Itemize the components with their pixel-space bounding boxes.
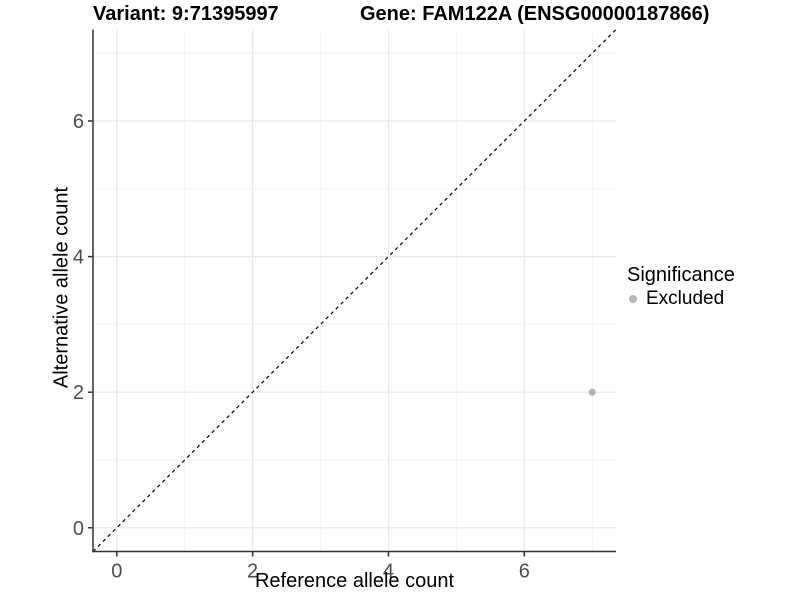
data-point [588, 388, 596, 396]
legend-entry-label: Excluded [646, 288, 725, 309]
legend-title: Significance [627, 264, 735, 286]
identity-dashed-line [92, 29, 617, 552]
x-tick-label: 6 [519, 561, 530, 583]
excluded-point-icon [629, 295, 637, 303]
x-axis-title: Reference allele count [254, 570, 454, 592]
x-tick-label: 0 [111, 561, 122, 583]
y-tick-label: 4 [73, 247, 84, 269]
x-tick-label: 2 [247, 561, 258, 583]
y-tick-label: 2 [73, 382, 84, 404]
plot-title-variant: Variant: 9:71395997 [93, 3, 279, 25]
plot-title-gene: Gene: FAM122A (ENSG00000187866) [360, 3, 710, 25]
y-tick-label: 6 [73, 111, 84, 133]
legend-entry-excluded: Excluded [627, 288, 735, 310]
legend: Significance Excluded [627, 264, 735, 310]
x-tick-label: 4 [383, 561, 394, 583]
legend-key [627, 290, 645, 308]
y-axis-title: Alternative allele count [50, 186, 73, 389]
y-tick-label: 0 [73, 518, 84, 540]
